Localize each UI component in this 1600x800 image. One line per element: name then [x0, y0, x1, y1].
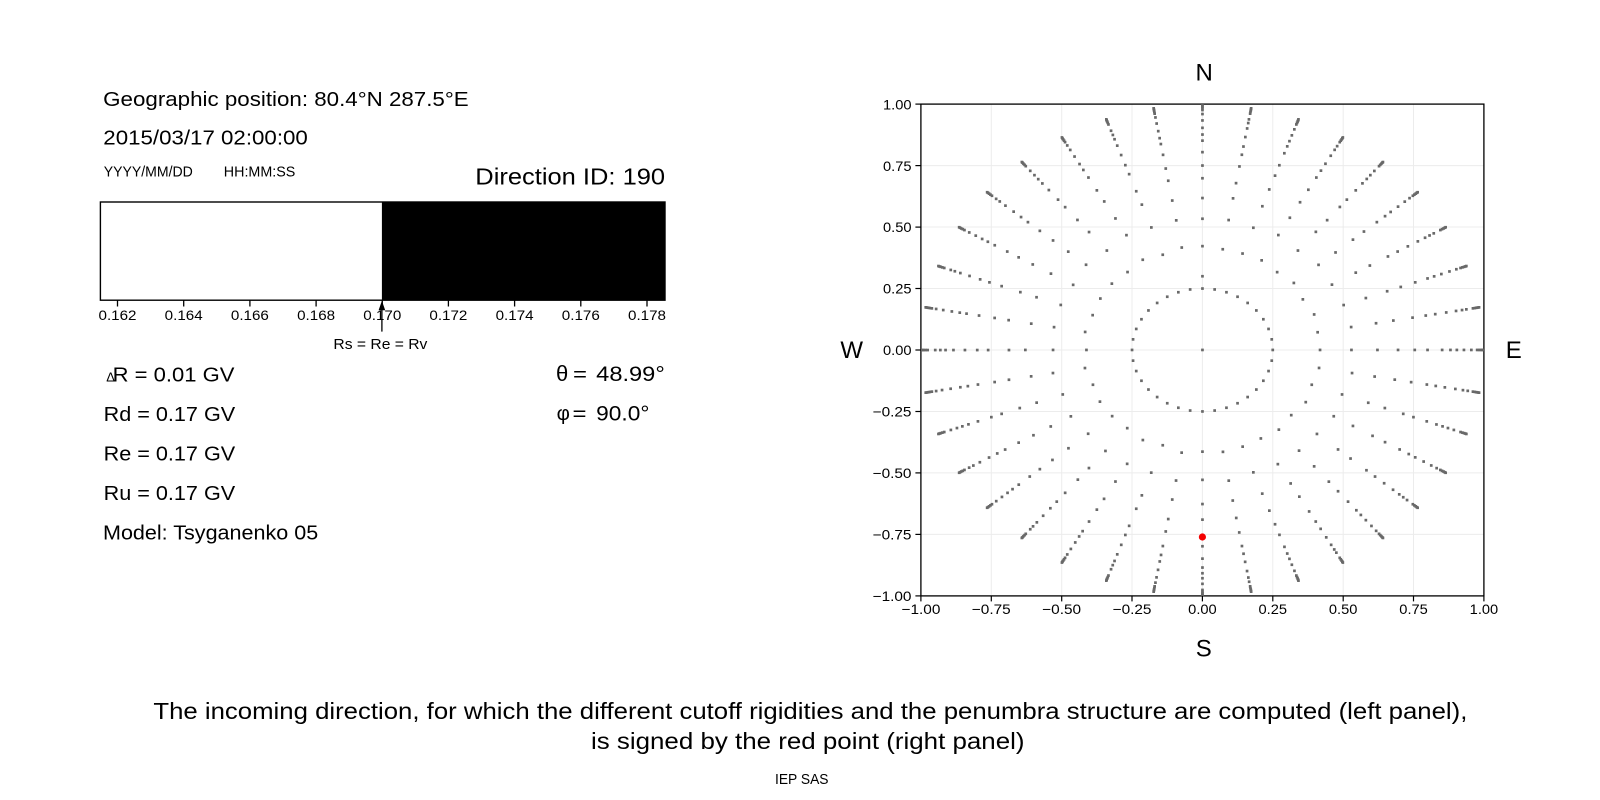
- svg-text:0.25: 0.25: [1259, 601, 1288, 617]
- svg-text:E: E: [1506, 337, 1522, 364]
- svg-text:Rd = 0.17 GV: Rd = 0.17 GV: [104, 403, 236, 426]
- svg-text:0.174: 0.174: [496, 307, 534, 323]
- svg-text:R = 0.01 GV: R = 0.01 GV: [113, 363, 235, 386]
- svg-text:0.166: 0.166: [231, 307, 269, 323]
- svg-text:−0.75: −0.75: [972, 601, 1011, 617]
- svg-text:−0.25: −0.25: [1113, 601, 1152, 617]
- svg-text:Δ: Δ: [106, 369, 115, 384]
- svg-text:90.0°: 90.0°: [596, 403, 649, 426]
- svg-text:W: W: [840, 337, 863, 364]
- svg-text:2015/03/17 02:00:00: 2015/03/17 02:00:00: [103, 127, 307, 150]
- svg-text:0.50: 0.50: [1329, 601, 1358, 617]
- svg-text:−0.50: −0.50: [1042, 601, 1081, 617]
- svg-text:0.168: 0.168: [297, 307, 335, 323]
- svg-text:0.178: 0.178: [628, 307, 666, 323]
- svg-text:0.164: 0.164: [165, 307, 203, 323]
- svg-text:Model: Tsyganenko 05: Model: Tsyganenko 05: [103, 521, 318, 544]
- svg-text:−0.75: −0.75: [873, 527, 912, 543]
- svg-text:Rs = Re = Rv: Rs = Re = Rv: [333, 337, 428, 353]
- svg-text:0.176: 0.176: [562, 307, 600, 323]
- svg-text:1.00: 1.00: [1470, 601, 1499, 617]
- svg-text:=: =: [573, 403, 587, 426]
- svg-text:S: S: [1196, 636, 1212, 663]
- svg-text:0.00: 0.00: [883, 342, 912, 358]
- svg-text:Ru = 0.17 GV: Ru = 0.17 GV: [104, 482, 236, 505]
- svg-text:0.00: 0.00: [1188, 601, 1217, 617]
- svg-text:0.75: 0.75: [883, 158, 912, 174]
- svg-text:The incoming direction, for wh: The incoming direction, for which the di…: [153, 698, 1467, 724]
- svg-text:θ: θ: [556, 361, 568, 386]
- svg-text:0.75: 0.75: [1399, 601, 1428, 617]
- svg-text:IEP SAS: IEP SAS: [775, 772, 829, 788]
- svg-text:N: N: [1196, 60, 1213, 87]
- svg-text:Geographic position: 80.4°N 28: Geographic position: 80.4°N 287.5°E: [103, 88, 469, 111]
- svg-text:48.99°: 48.99°: [596, 363, 665, 386]
- svg-text:−1.00: −1.00: [902, 601, 941, 617]
- svg-text:is signed by the red point (ri: is signed by the red point (right panel): [591, 728, 1025, 754]
- svg-text:φ: φ: [557, 402, 570, 425]
- svg-text:1.00: 1.00: [883, 96, 912, 112]
- svg-text:0.25: 0.25: [883, 281, 912, 297]
- svg-text:−0.50: −0.50: [873, 465, 912, 481]
- svg-text:0.50: 0.50: [883, 219, 912, 235]
- svg-text:HH:MM:SS: HH:MM:SS: [224, 165, 295, 181]
- svg-text:YYYY/MM/DD: YYYY/MM/DD: [104, 165, 193, 181]
- svg-text:0.172: 0.172: [429, 307, 467, 323]
- svg-text:−0.25: −0.25: [873, 404, 912, 420]
- svg-text:=: =: [573, 363, 587, 386]
- svg-text:Direction ID: 190: Direction ID: 190: [475, 164, 665, 190]
- svg-text:0.162: 0.162: [99, 307, 137, 323]
- svg-text:−1.00: −1.00: [873, 588, 912, 604]
- svg-text:Re = 0.17 GV: Re = 0.17 GV: [104, 442, 236, 465]
